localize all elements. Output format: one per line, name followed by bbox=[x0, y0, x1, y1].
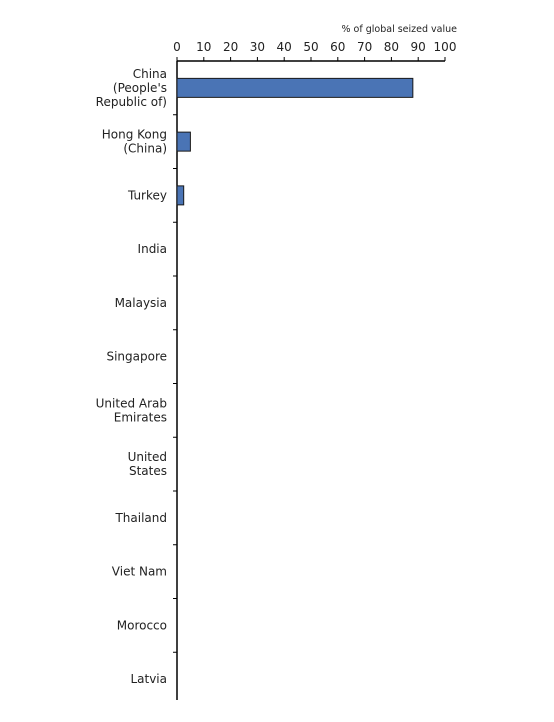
x-axis-ticks: 0 10 20 30 40 50 60 70 80 90 100 bbox=[173, 40, 456, 61]
x-tick-label: 80 bbox=[384, 40, 399, 54]
category-label: Hong Kong (China) bbox=[102, 128, 167, 156]
category-label-line: Thailand bbox=[114, 511, 167, 525]
bar bbox=[176, 77, 414, 98]
category-label-line: Malaysia bbox=[115, 296, 167, 310]
category-label-line: Hong Kong bbox=[102, 128, 167, 142]
category-label-line: Republic of) bbox=[96, 95, 167, 109]
category-labels: China (People's Republic of) Hong Kong (Chin… bbox=[96, 67, 167, 686]
category-label-line: (People's bbox=[113, 81, 167, 95]
bar bbox=[176, 185, 185, 206]
category-label: Thailand bbox=[114, 511, 167, 525]
x-tick-label: 30 bbox=[250, 40, 265, 54]
category-label-line: Viet Nam bbox=[112, 565, 167, 579]
category-label: Latvia bbox=[130, 672, 167, 686]
x-tick-label: 20 bbox=[223, 40, 238, 54]
category-label-line: Latvia bbox=[130, 672, 167, 686]
category-label: Morocco bbox=[117, 618, 167, 632]
category-label: Viet Nam bbox=[112, 565, 167, 579]
category-separators bbox=[173, 114, 177, 653]
category-label-line: United bbox=[128, 450, 167, 464]
category-label: Turkey bbox=[127, 188, 167, 202]
x-tick-label: 0 bbox=[173, 40, 181, 54]
category-label-line: Turkey bbox=[127, 188, 167, 202]
category-label-line: United Arab bbox=[96, 396, 167, 410]
category-label: China (People's Republic of) bbox=[96, 67, 167, 109]
x-tick-label: 40 bbox=[277, 40, 292, 54]
bar bbox=[176, 131, 191, 152]
category-label-line: Morocco bbox=[117, 618, 167, 632]
category-label-line: China bbox=[133, 67, 167, 81]
category-label-line: States bbox=[129, 464, 167, 478]
category-label: United Arab Emirates bbox=[96, 396, 167, 424]
category-label: Malaysia bbox=[115, 296, 167, 310]
category-label: United States bbox=[128, 450, 167, 478]
category-label-line: India bbox=[138, 242, 167, 256]
x-tick-label: 60 bbox=[330, 40, 345, 54]
x-tick-label: 100 bbox=[434, 40, 457, 54]
category-label-line: (China) bbox=[123, 142, 167, 156]
x-tick-label: 50 bbox=[303, 40, 318, 54]
x-axis-title: % of global seized value bbox=[342, 24, 458, 35]
category-label-line: Singapore bbox=[106, 350, 167, 364]
bars bbox=[176, 77, 414, 206]
x-tick-label: 70 bbox=[357, 40, 372, 54]
category-label: Singapore bbox=[106, 350, 167, 364]
category-label-line: Emirates bbox=[114, 410, 167, 424]
x-tick-label: 10 bbox=[196, 40, 211, 54]
category-label: India bbox=[138, 242, 167, 256]
x-tick-label: 90 bbox=[411, 40, 426, 54]
